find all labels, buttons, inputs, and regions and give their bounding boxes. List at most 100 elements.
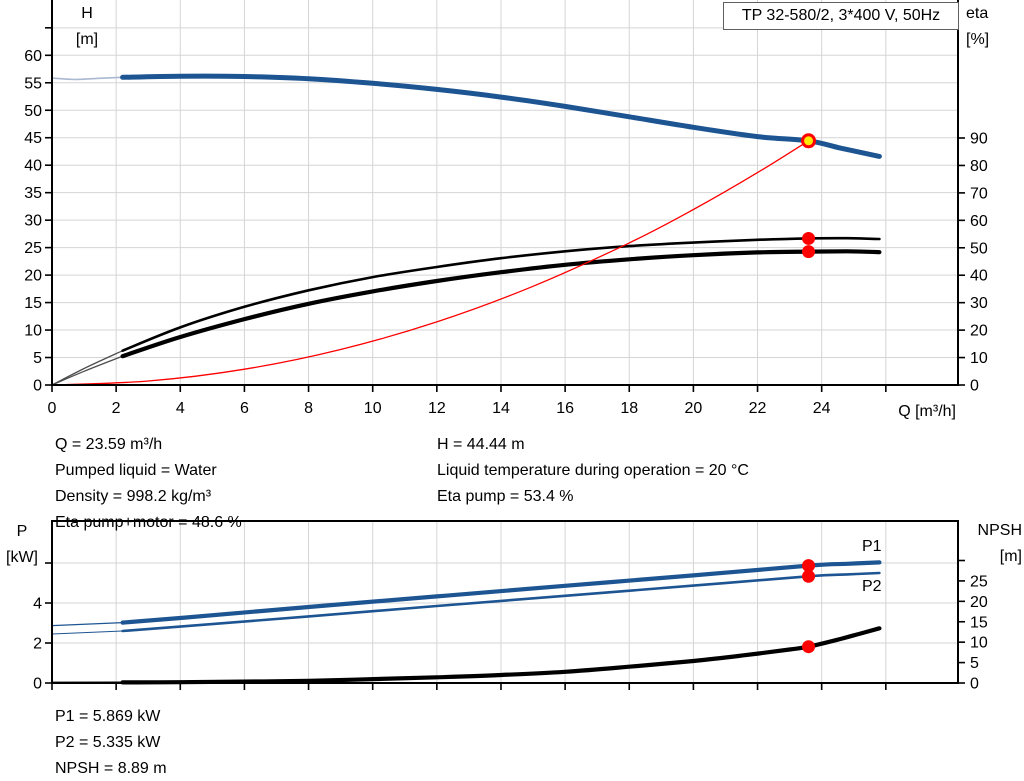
tick-label: 10 [24, 323, 42, 340]
operating-data-left-block: Q = 23.59 m³/h Pumped liquid = Water Den… [55, 432, 242, 536]
annotation-eta-pump-motor: Eta pump+motor = 48.6 % [55, 514, 242, 531]
tick-label: 0 [970, 378, 979, 395]
p1-curve-thin [51, 621, 124, 627]
tick-label: 22 [749, 400, 767, 417]
tick-label: 15 [24, 295, 42, 312]
tick-label: 80 [970, 158, 988, 175]
annotation-flow: Q = 23.59 m³/h [55, 436, 163, 453]
annotation-liquid-temperature: Liquid temperature during operation = 20… [437, 462, 749, 479]
tick-label: 6 [240, 400, 249, 417]
pump-title: TP 32-580/2, 3*400 V, 50Hz [741, 7, 941, 24]
tick-label: 15 [970, 614, 988, 631]
annotation-npsh: NPSH = 8.89 m [55, 760, 167, 777]
tick-label: 50 [24, 103, 42, 120]
p-axis-name: P [16, 523, 28, 540]
tick-label: 0 [970, 676, 979, 693]
tick-label: 40 [24, 158, 42, 175]
tick-label: 2 [33, 636, 42, 653]
tick-label: 50 [970, 240, 988, 257]
bottom-chart-grid [52, 521, 958, 683]
bottom-chart: 0 2 4 0 5 10 15 20 25 P1 P2 [33, 520, 988, 693]
tick-label: 90 [970, 131, 988, 148]
tick-label: 0 [33, 378, 42, 395]
tick-label: 25 [970, 573, 988, 590]
npsh-axis-name: NPSH [977, 522, 1022, 539]
tick-label: 2 [112, 400, 121, 417]
annotation-eta-pump: Eta pump = 53.4 % [437, 488, 574, 505]
system-curve [51, 140, 810, 386]
h-axis-name: H [81, 5, 93, 22]
annotation-head: H = 44.44 m [437, 436, 525, 453]
power-npsh-block: P1 = 5.869 kW P2 = 5.335 kW NPSH = 8.89 … [55, 704, 167, 781]
tick-label: 24 [813, 400, 831, 417]
head-curve-thin [51, 76, 124, 81]
p2-operating-dot[interactable] [802, 569, 816, 583]
eta-pump-motor-curve [120, 249, 882, 359]
bottom-chart-axes: 0 2 4 0 5 10 15 20 25 [33, 520, 988, 693]
p-axis-unit: [kW] [6, 549, 38, 566]
npsh-operating-dot[interactable] [802, 640, 816, 654]
tick-label: 60 [24, 48, 42, 65]
p2-curve-label: P2 [862, 578, 882, 595]
top-chart-axes: 0510152025303540455055600102030405060708… [24, 0, 988, 417]
p1-operating-dot[interactable] [802, 559, 816, 573]
npsh-curve [120, 626, 882, 685]
eta-pump-motor-operating-dot[interactable] [802, 245, 816, 259]
eta-axis-name: eta [966, 5, 989, 22]
eta-pump-operating-dot[interactable] [802, 231, 816, 245]
tick-label: 70 [970, 185, 988, 202]
tick-label: 12 [428, 400, 446, 417]
tick-label: 30 [24, 213, 42, 230]
top-chart-grid [52, 0, 958, 385]
tick-label: 16 [556, 400, 574, 417]
annotation-density: Density = 998.2 kg/m³ [55, 488, 212, 505]
h-axis-label: H [m] [64, 1, 110, 53]
tick-label: 10 [970, 350, 988, 367]
operating-data-right-block: H = 44.44 m Liquid temperature during op… [437, 432, 749, 510]
tick-label: 35 [24, 185, 42, 202]
p1-curve [120, 560, 882, 625]
annotation-pumped-liquid: Pumped liquid = Water [55, 462, 217, 479]
tick-label: 18 [620, 400, 638, 417]
bottom-chart-curves [51, 560, 882, 685]
eta-pump-curve [121, 236, 881, 352]
p2-curve [121, 571, 881, 633]
top-chart-curves [51, 73, 882, 386]
npsh-axis-label: NPSH [m] [962, 518, 1022, 570]
tick-label: 20 [970, 323, 988, 340]
tick-label: 30 [970, 295, 988, 312]
tick-label: 8 [304, 400, 313, 417]
tick-label: 0 [33, 676, 42, 693]
p1-curve-label: P1 [862, 538, 882, 555]
annotation-p1: P1 = 5.869 kW [55, 708, 161, 725]
tick-label: 14 [492, 400, 510, 417]
tick-label: 10 [970, 635, 988, 652]
eta-axis-label: eta [%] [966, 1, 1018, 53]
tick-label: 60 [970, 213, 988, 230]
eta-pump-motor-curve-thin [51, 355, 124, 386]
tick-label: 4 [176, 400, 185, 417]
tick-label: 55 [24, 75, 42, 92]
annotation-p2: P2 = 5.335 kW [55, 734, 161, 751]
tick-label: 25 [24, 240, 42, 257]
p2-curve-thin [51, 630, 124, 635]
p-axis-label: P [kW] [0, 519, 44, 571]
tick-label: 20 [685, 400, 703, 417]
h-axis-unit: [m] [75, 31, 99, 48]
q-axis-label: Q [m³/h] [898, 403, 956, 420]
tick-label: 40 [970, 268, 988, 285]
tick-label: 20 [24, 268, 42, 285]
head-curve [120, 73, 882, 159]
npsh-axis-unit: [m] [999, 548, 1022, 565]
tick-label: 20 [970, 594, 988, 611]
tick-label: 0 [48, 400, 57, 417]
duty-point-marker[interactable] [801, 133, 817, 149]
tick-label: 4 [33, 596, 42, 613]
tick-label: 45 [24, 130, 42, 147]
pump-title-box: TP 32-580/2, 3*400 V, 50Hz [723, 2, 959, 30]
eta-axis-unit: [%] [966, 31, 990, 48]
top-chart: 0510152025303540455055600102030405060708… [24, 0, 988, 417]
tick-label: 5 [970, 655, 979, 672]
